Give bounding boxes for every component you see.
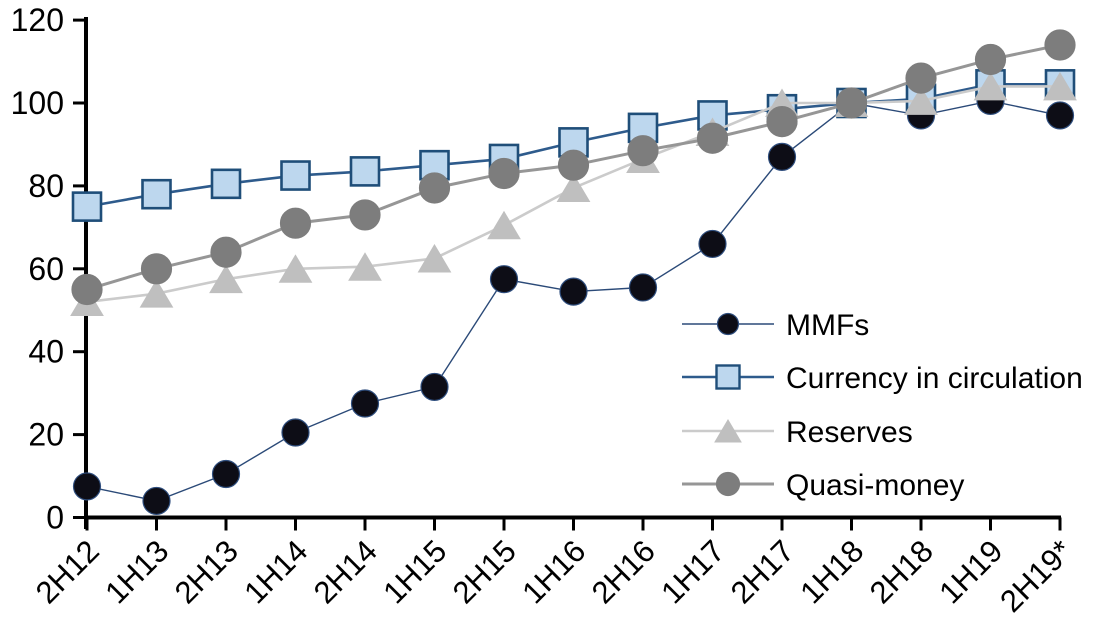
data-point-marker-quasi-money <box>905 62 937 94</box>
y-tick-label: 0 <box>46 500 64 536</box>
data-point-marker-quasi-money <box>418 172 451 204</box>
data-point-marker-quasi-money <box>488 157 520 190</box>
data-point-marker-quasi-money <box>210 236 242 268</box>
legend-item-currency-in-circulation: Currency in circulation <box>682 362 1083 395</box>
data-point-marker-mmfs <box>1045 101 1075 130</box>
data-point-marker-mmfs <box>420 372 449 402</box>
legend-marker-currency-in-circulation <box>715 364 741 390</box>
data-point-marker-quasi-money <box>696 122 729 154</box>
legend-marker-reserves <box>714 419 742 443</box>
x-tick-label: 2H14 <box>307 533 384 610</box>
legend-label-currency-in-circulation: Currency in circulation <box>786 362 1083 395</box>
data-point-marker-mmfs <box>767 142 797 171</box>
data-point-marker-currency-in-circulation <box>280 160 311 191</box>
data-point-marker-mmfs <box>698 229 727 259</box>
x-tick-label: 2H17 <box>724 533 801 610</box>
data-point-marker-reserves <box>209 264 243 294</box>
data-point-marker-currency-in-circulation <box>349 156 381 187</box>
data-point-marker-quasi-money <box>974 43 1007 76</box>
data-point-marker-quasi-money <box>766 106 798 138</box>
y-tick-label: 120 <box>11 2 64 38</box>
x-tick-label: 2H13 <box>168 533 245 610</box>
data-point-marker-mmfs <box>559 277 588 306</box>
data-point-marker-reserves <box>556 173 591 202</box>
data-point-marker-quasi-money <box>557 149 590 181</box>
legend-label-reserves: Reserves <box>786 416 913 449</box>
y-tick-label: 40 <box>28 334 64 370</box>
legend-label-quasi-money: Quasi-money <box>786 469 964 502</box>
data-point-marker-reserves <box>487 210 521 240</box>
data-point-marker-mmfs <box>628 273 658 302</box>
legend-label-mmfs: MMFs <box>786 309 869 342</box>
y-tick-label: 80 <box>28 168 64 204</box>
data-point-marker-mmfs <box>350 389 380 418</box>
x-tick-label: 2H15 <box>446 533 523 610</box>
data-point-marker-quasi-money <box>71 273 103 306</box>
legend-marker-quasi-money <box>715 471 741 497</box>
data-point-marker-quasi-money <box>835 87 868 119</box>
data-point-marker-mmfs <box>211 459 241 489</box>
data-point-marker-reserves <box>1043 71 1077 101</box>
data-point-marker-quasi-money <box>279 207 312 239</box>
data-point-marker-reserves <box>417 243 452 273</box>
legend-marker-mmfs <box>716 312 740 336</box>
x-tick-label: 2H16 <box>585 533 662 610</box>
data-point-marker-mmfs <box>281 418 310 447</box>
series-quasi-money <box>71 29 1076 306</box>
data-point-marker-reserves <box>904 86 938 115</box>
legend-item-reserves: Reserves <box>682 416 913 449</box>
data-point-marker-reserves <box>139 279 174 308</box>
x-tick-label: 1H15 <box>376 533 453 610</box>
legend-item-quasi-money: Quasi-money <box>682 469 964 502</box>
data-point-marker-currency-in-circulation <box>71 191 103 222</box>
x-tick-label: 2H12 <box>29 533 106 610</box>
x-tick-label: 2H19* <box>993 533 1079 619</box>
x-tick-label: 1H14 <box>237 533 314 610</box>
legend-item-mmfs: MMFs <box>682 309 869 342</box>
x-tick-label: 1H18 <box>793 533 870 610</box>
data-point-marker-mmfs <box>489 265 519 294</box>
data-point-marker-currency-in-circulation <box>210 168 242 200</box>
x-tick-label: 2H18 <box>863 533 940 610</box>
legend: MMFs Currency in circulation Reserves Quasi… <box>682 309 1083 502</box>
y-tick-label: 60 <box>28 251 64 287</box>
data-point-marker-reserves <box>278 254 313 283</box>
data-point-marker-quasi-money <box>1044 29 1076 61</box>
x-tick-label: 1H16 <box>515 533 592 610</box>
y-tick-label: 20 <box>28 417 64 453</box>
data-point-marker-quasi-money <box>140 253 173 285</box>
data-point-marker-reserves <box>973 71 1008 101</box>
data-point-marker-currency-in-circulation <box>141 178 172 210</box>
data-point-marker-reserves <box>348 252 382 281</box>
data-point-marker-quasi-money <box>627 135 659 167</box>
data-point-marker-mmfs <box>142 486 171 516</box>
x-tick-label: 1H17 <box>654 533 731 610</box>
data-point-marker-quasi-money <box>349 199 381 231</box>
y-tick-label: 100 <box>11 85 64 121</box>
data-point-marker-mmfs <box>72 472 102 501</box>
x-tick-label: 1H13 <box>98 533 175 610</box>
